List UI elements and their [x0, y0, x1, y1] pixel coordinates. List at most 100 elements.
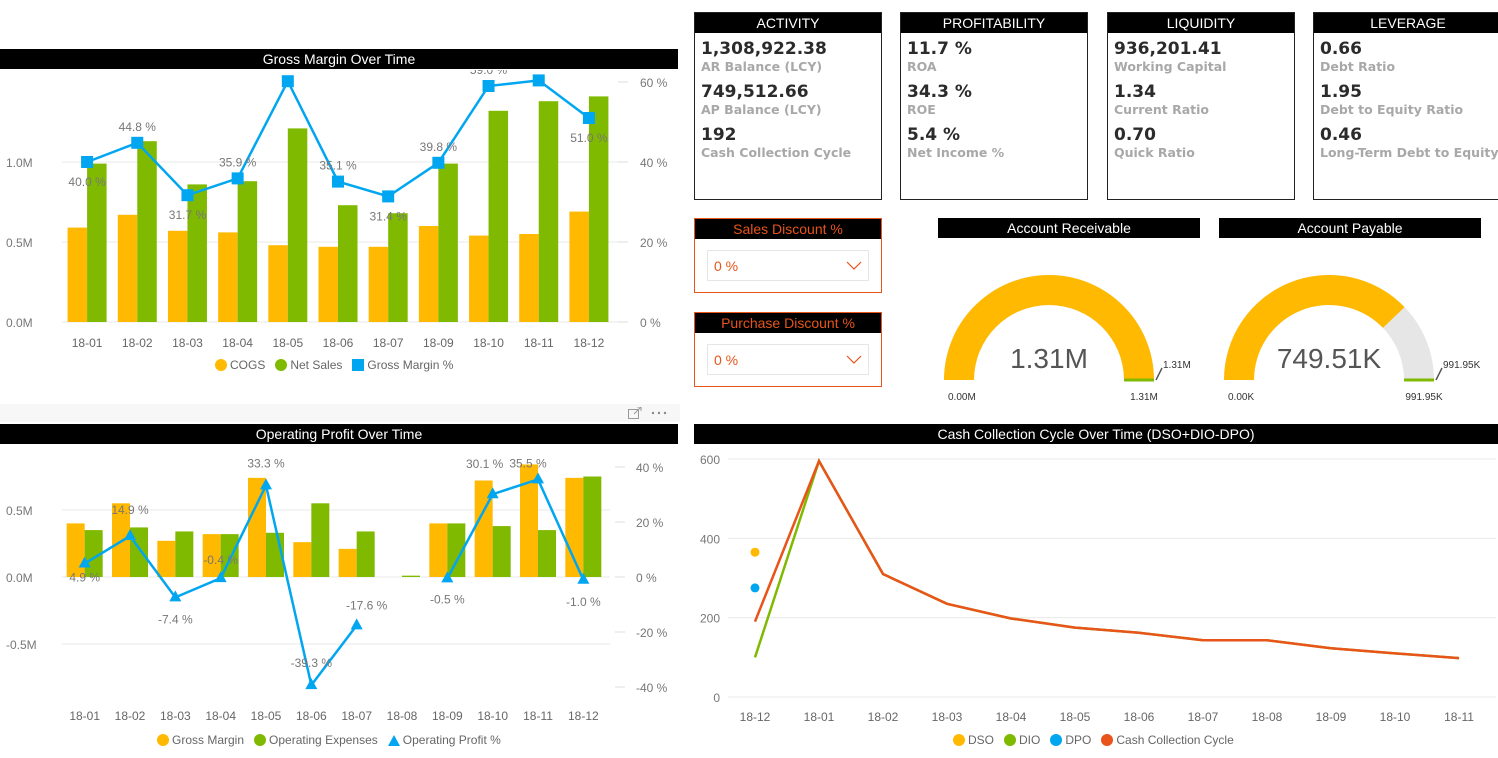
- gross-margin-pct-marker: [231, 172, 244, 185]
- x-tick-label: 18-10: [1380, 710, 1411, 724]
- operating-profit-pct-marker: [350, 618, 363, 630]
- kpi-card-leverage: LEVERAGE 0.66 Debt Ratio 1.95 Debt to Equity…: [1313, 12, 1498, 200]
- data-label: -1.0 %: [566, 595, 601, 609]
- data-label: 40.0 %: [68, 175, 106, 189]
- bar-operating-expenses: [402, 575, 420, 577]
- bar-net-sales: [87, 163, 107, 322]
- x-tick-label: 18-12: [574, 336, 605, 350]
- blue-dot-icon: [1050, 734, 1063, 746]
- operating-profit-pct-marker: [214, 571, 227, 583]
- bar-net-sales: [538, 101, 559, 322]
- legend-item-gross-margin-pct[interactable]: Gross Margin %: [352, 358, 453, 372]
- y-left-tick-label: 0.0M: [6, 571, 33, 585]
- legend-label: DSO: [968, 733, 995, 747]
- data-label: 35.5 %: [509, 456, 547, 470]
- bar-gross-margin: [520, 464, 538, 577]
- gross-margin-pct-marker: [382, 190, 395, 203]
- kpi-value: 0.70: [1114, 125, 1156, 145]
- y-tick-label: 200: [700, 612, 720, 626]
- legend-item-dio[interactable]: DIO: [1004, 733, 1040, 747]
- bar-operating-expenses: [538, 530, 556, 577]
- kpi-value: 0.66: [1320, 39, 1362, 59]
- legend-item-cash-collection-cycle[interactable]: Cash Collection Cycle: [1101, 733, 1234, 747]
- series-cash-collection-cycle-line: [753, 458, 1460, 660]
- bar-cogs: [318, 246, 338, 322]
- legend-label: COGS: [230, 358, 266, 372]
- kpi-label: Net Income %: [907, 145, 1005, 160]
- bar-gross-margin: [66, 523, 85, 577]
- bar-operating-expenses: [492, 526, 511, 577]
- x-tick-label: 18-06: [323, 336, 354, 350]
- green-dot-icon: [275, 359, 288, 371]
- y-right-tick-label: 0 %: [636, 571, 657, 585]
- bar-net-sales: [237, 181, 258, 322]
- gauge-target-leader: [1435, 367, 1443, 381]
- focus-mode-icon[interactable]: [628, 407, 642, 419]
- sales-discount-dropdown[interactable]: 0 %: [707, 250, 869, 281]
- operating-profit-pct-marker: [577, 572, 590, 584]
- dropdown-value: 0 %: [714, 352, 739, 368]
- legend-item-operating-profit-pct[interactable]: Operating Profit %: [387, 733, 501, 747]
- legend-label: Gross Margin %: [367, 358, 454, 372]
- cash-cycle-chart: 0 200 400 600 18-12 18-01 18-02 18-03 18-04 18-05…: [700, 453, 1496, 724]
- y-right-tick-label: 60 %: [640, 76, 668, 90]
- operating-profit-pct-marker: [124, 529, 136, 541]
- kpi-value: 936,201.41: [1114, 39, 1222, 59]
- legend-item-gross-margin[interactable]: Gross Margin: [157, 733, 244, 747]
- gross-margin-pct-marker: [432, 156, 445, 169]
- kpi-card-body: 936,201.41 Working Capital 1.34 Current Rat…: [1108, 33, 1294, 174]
- legend-item-dso[interactable]: DSO: [953, 733, 994, 747]
- data-label: 35.9 %: [219, 155, 257, 169]
- bar-net-sales: [388, 213, 408, 322]
- data-label: -7.4 %: [158, 612, 193, 626]
- gauge-value: 1.31M: [1010, 343, 1088, 374]
- data-label: 4.9 %: [69, 571, 100, 585]
- x-tick-label: 18-07: [1188, 710, 1219, 724]
- bar-net-sales: [287, 128, 308, 322]
- y-tick-label: 600: [700, 453, 720, 467]
- bar-cogs: [218, 232, 238, 322]
- data-label: -17.6 %: [346, 598, 388, 612]
- x-tick-label: 18-04: [996, 710, 1027, 724]
- legend-item-cogs[interactable]: COGS: [215, 358, 265, 372]
- legend-item-operating-expenses[interactable]: Operating Expenses: [254, 733, 378, 747]
- kpi-card-body: 11.7 % ROA 34.3 % ROE 5.4 % Net Income %: [901, 33, 1087, 174]
- green-dot-icon: [254, 734, 267, 746]
- more-options-icon[interactable]: [651, 411, 667, 415]
- kpi-card-body: 0.66 Debt Ratio 1.95 Debt to Equity Ratio 0.…: [1314, 33, 1498, 174]
- x-tick-label: 18-10: [477, 709, 508, 723]
- kpi-value: 1,308,922.38: [701, 39, 827, 59]
- legend-item-dpo[interactable]: DPO: [1050, 733, 1091, 747]
- kpi-label: Long-Term Debt to Equity: [1320, 145, 1498, 160]
- kpi-card-activity: ACTIVITY 1,308,922.38 AR Balance (LCY) 749,…: [694, 12, 882, 200]
- kpi-card-title: LEVERAGE: [1314, 13, 1498, 33]
- operating-profit-chart: -0.5M 0.0M 0.5M -40 % -20 % 0 % 20 % 40 % 18-01 1…: [6, 456, 668, 723]
- data-label: -39.3 %: [291, 656, 333, 670]
- bar-cogs: [569, 211, 589, 322]
- chevron-down-icon: [846, 355, 862, 364]
- kpi-card-title: PROFITABILITY: [901, 13, 1087, 33]
- bar-cogs: [368, 246, 389, 322]
- x-tick-label: 18-06: [296, 709, 327, 723]
- slicer-title: Purchase Discount %: [695, 313, 881, 333]
- x-tick-label: 18-03: [172, 336, 203, 350]
- kpi-value: 0.46: [1320, 125, 1362, 145]
- kpi-value: 1.34: [1114, 82, 1156, 102]
- data-label: 33.3 %: [247, 456, 285, 470]
- account-payable-title: Account Payable: [1219, 218, 1481, 238]
- data-label: 35.1 %: [319, 159, 357, 173]
- bar-net-sales: [137, 141, 157, 322]
- purchase-discount-dropdown[interactable]: 0 %: [707, 344, 869, 375]
- y-right-tick-label: -40 %: [636, 681, 668, 695]
- legend-label: Operating Expenses: [269, 733, 378, 747]
- y-left-tick-label: 0.5M: [6, 236, 33, 250]
- y-tick-label: 400: [700, 532, 720, 546]
- x-tick-label: 18-03: [932, 710, 963, 724]
- x-tick-label: 18-12: [568, 709, 599, 723]
- gauge-fill: [1224, 275, 1405, 380]
- data-label: 51.0 %: [570, 131, 608, 145]
- x-tick-label: 18-05: [251, 709, 282, 723]
- legend-item-net-sales[interactable]: Net Sales: [275, 358, 342, 372]
- y-left-tick-label: 0.0M: [6, 316, 33, 330]
- kpi-value: 192: [701, 125, 737, 145]
